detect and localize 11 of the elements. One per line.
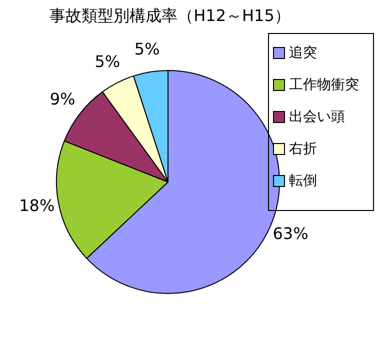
- legend-label: 右折: [289, 140, 317, 158]
- legend-label: 転倒: [289, 172, 317, 190]
- data-label: 9%: [50, 89, 76, 108]
- legend-label: 追突: [289, 44, 317, 62]
- data-label: 5%: [94, 52, 120, 72]
- chart-title: 事故類型別構成率（H12～H15）: [48, 6, 292, 27]
- data-label: 18%: [19, 196, 55, 216]
- data-label: 5%: [134, 39, 160, 58]
- legend-label: 出会い頭: [289, 108, 345, 126]
- data-label: 63%: [272, 224, 308, 244]
- legend-label: 工作物衝突: [289, 76, 359, 94]
